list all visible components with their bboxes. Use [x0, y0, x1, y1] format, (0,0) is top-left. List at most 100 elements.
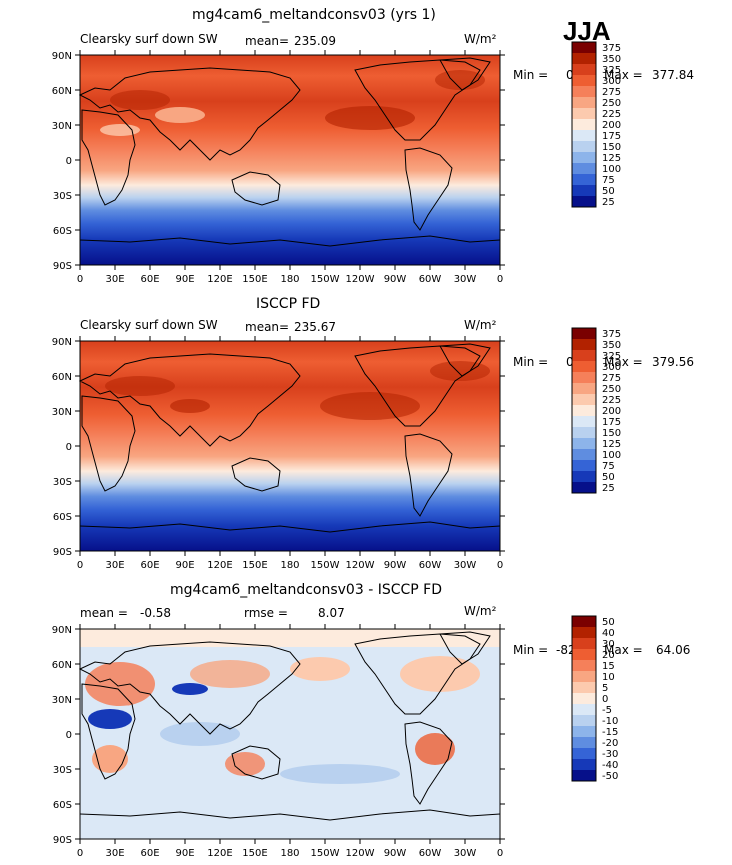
colorbar-swatch: [572, 119, 596, 130]
colorbar-label: 30: [602, 639, 615, 650]
colorbar-label: 325: [602, 65, 621, 76]
colorbar-swatch: [572, 649, 596, 660]
lon-tick-label: 0: [497, 560, 503, 571]
lon-tick-label: 60W: [419, 274, 442, 285]
colorbar-swatch: [572, 438, 596, 449]
lon-tick-label: 60W: [419, 560, 442, 571]
colorbar-label: -15: [602, 727, 618, 738]
panel-1-coast-eurasia: [78, 67, 301, 161]
colorbar-swatch: [572, 372, 596, 383]
lat-tick-label: 90N: [52, 625, 72, 636]
lon-tick-label: 0: [497, 274, 503, 285]
panel-2-field: [80, 341, 500, 551]
colorbar-label: 350: [602, 54, 621, 65]
panel-3-max-value: 64.06: [656, 643, 691, 657]
colorbar-swatch: [572, 152, 596, 163]
colorbar-swatch: [572, 638, 596, 649]
colorbar-label: 225: [602, 395, 621, 406]
lon-tick-label: 90W: [384, 274, 407, 285]
colorbar-label: 150: [602, 428, 621, 439]
colorbar-swatch: [572, 627, 596, 638]
colorbar-swatch: [572, 108, 596, 119]
lon-tick-label: 60W: [419, 848, 442, 859]
colorbar-label: 15: [602, 661, 615, 672]
colorbar-swatch: [572, 671, 596, 682]
lon-tick-label: 150E: [242, 560, 267, 571]
colorbar-swatch: [572, 86, 596, 97]
panel-2-title: ISCCP FD: [256, 296, 321, 312]
colorbar-swatch: [572, 75, 596, 86]
lat-tick-label: 60N: [52, 86, 72, 97]
colorbar-label: 125: [602, 439, 621, 450]
colorbar-swatch: [572, 339, 596, 350]
lon-tick-label: 150W: [311, 274, 340, 285]
panel-1-field-label: Clearsky surf down SW: [80, 32, 218, 46]
colorbar-swatch: [572, 350, 596, 361]
colorbar-label: 50: [602, 186, 615, 197]
lat-tick-label: 60N: [52, 372, 72, 383]
panel-3-max-label: Max =: [604, 643, 643, 657]
lat-tick-label: 90N: [52, 337, 72, 348]
lat-tick-label: 30S: [53, 765, 72, 776]
colorbar-swatch: [572, 53, 596, 64]
colorbar-frame: [571, 41, 597, 208]
lon-tick-label: 90W: [384, 848, 407, 859]
lon-tick-label: 180: [280, 848, 299, 859]
colorbar-swatch: [572, 427, 596, 438]
panel-3-coast-samerica: [404, 721, 453, 805]
lon-tick-label: 150W: [311, 560, 340, 571]
lat-tick-label: 30N: [52, 695, 72, 706]
panel-2-coast-australia: [231, 457, 281, 492]
colorbar-swatch: [572, 361, 596, 372]
lon-tick-label: 180: [280, 560, 299, 571]
panel-3-coast-australia: [231, 745, 281, 780]
lon-tick-label: 30E: [105, 274, 124, 285]
colorbar-label: -30: [602, 749, 618, 760]
panel-3-min-label: Min =: [513, 643, 549, 657]
colorbar-label: 50: [602, 617, 615, 628]
colorbar-label: 50: [602, 472, 615, 483]
panel-3-coast-namerica: [354, 633, 481, 715]
lon-tick-label: 90E: [175, 560, 194, 571]
colorbar-swatch: [572, 163, 596, 174]
colorbar-label: 150: [602, 142, 621, 153]
panel-3-coast-eurasia: [78, 641, 301, 735]
colorbar-swatch: [572, 328, 596, 339]
panel-3-axis-ticks: 90N 60N 30N 0 30S 60S 90S 0 30E 60E 90E 120E 150E 180…: [52, 624, 505, 859]
lon-tick-label: 150W: [311, 848, 340, 859]
colorbar-label: 100: [602, 164, 621, 175]
panel-2-mean-label: mean=: [245, 320, 290, 334]
panel-1-hot-spots: [100, 70, 485, 136]
panel-3-anomalies: [80, 629, 500, 784]
panel-3-map: 90N 60N 30N 0 30S 60S 90S 0 30E 60E 90E 120E 150E 180…: [52, 615, 618, 859]
panel-1-coast-antarctica: [79, 235, 501, 247]
panel-2-coast-africa: [81, 395, 136, 492]
colorbar-label: 75: [602, 175, 615, 186]
lat-tick-label: 30N: [52, 407, 72, 418]
colorbar-label: 325: [602, 351, 621, 362]
colorbar-label: 175: [602, 417, 621, 428]
colorbar-swatch: [572, 482, 596, 493]
colorbar-label: 275: [602, 373, 621, 384]
colorbar-label: 25: [602, 483, 615, 494]
colorbar-label: 200: [602, 120, 621, 131]
colorbar-label: 300: [602, 76, 621, 87]
lon-tick-label: 60E: [140, 560, 159, 571]
colorbar-swatch: [572, 460, 596, 471]
lon-tick-label: 90E: [175, 274, 194, 285]
lat-tick-label: 60S: [53, 226, 72, 237]
colorbar-swatch: [572, 748, 596, 759]
panel-2-max-value: 379.56: [652, 355, 694, 369]
lon-tick-label: 0: [77, 274, 83, 285]
colorbar-swatch: [572, 737, 596, 748]
lat-tick-label: 30N: [52, 121, 72, 132]
lon-tick-label: 30E: [105, 848, 124, 859]
panel-3-units: W/m²: [464, 604, 497, 618]
panel-2-units: W/m²: [464, 318, 497, 332]
lon-tick-label: 90E: [175, 848, 194, 859]
lat-tick-label: 90S: [53, 547, 72, 558]
lat-tick-label: 0: [66, 156, 72, 167]
panel-2-max-label: Max =: [604, 355, 643, 369]
season-label: JJA: [563, 16, 611, 46]
lat-tick-label: 30S: [53, 477, 72, 488]
